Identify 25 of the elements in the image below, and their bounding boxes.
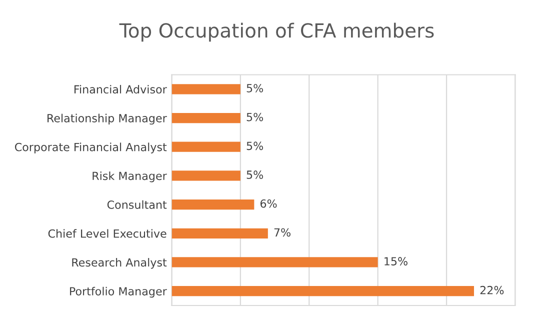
- bar: [172, 200, 254, 210]
- bar: [172, 286, 474, 296]
- bar: [172, 257, 378, 268]
- data-label: 22%: [480, 286, 504, 294]
- data-label: 6%: [260, 199, 277, 208]
- y-tick-label: Portfolio Manager: [70, 286, 167, 298]
- bar: [172, 170, 240, 181]
- data-label: 5%: [246, 142, 264, 150]
- chart-title: Top Occupation of CFA members: [119, 22, 434, 42]
- data-label: 5%: [246, 170, 264, 179]
- bar: [172, 84, 240, 94]
- y-tick-label: Corporate Financial Analyst: [14, 142, 167, 154]
- bar: [172, 228, 268, 238]
- data-label: 7%: [274, 228, 290, 237]
- data-label: 5%: [246, 112, 264, 122]
- y-tick-label: Research Analyst: [72, 258, 167, 269]
- y-tick-label: Consultant: [107, 200, 167, 209]
- bar: [172, 112, 240, 124]
- bar: [172, 142, 240, 152]
- y-tick-label: Financial Advisor: [74, 84, 167, 94]
- y-tick-label: Chief Level Executive: [48, 229, 166, 238]
- y-tick-label: Relationship Manager: [48, 114, 167, 125]
- data-label: 15%: [384, 257, 408, 266]
- y-tick-label: Risk Manager: [92, 171, 167, 182]
- data-label: 5%: [246, 84, 264, 92]
